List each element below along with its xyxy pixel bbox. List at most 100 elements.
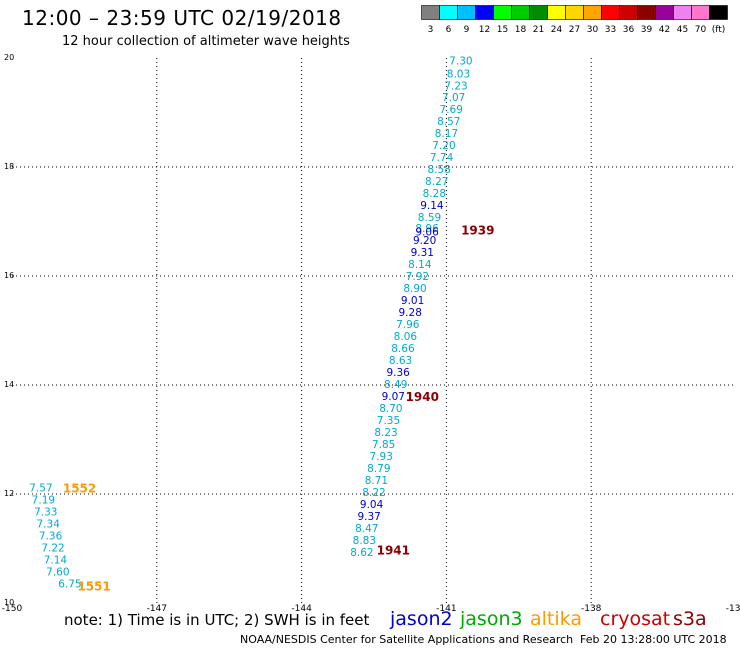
wave-height-point: 7.96: [396, 319, 420, 331]
wave-height-point: 8.17: [435, 128, 458, 140]
color-swatch: [565, 5, 584, 20]
wave-height-point: 7.92: [406, 271, 429, 283]
wave-height-point: 7.23: [444, 80, 467, 92]
wave-height-point: 8.22: [362, 487, 385, 499]
wave-height-point: 9.37: [357, 511, 380, 523]
wave-height-point: 7.36: [39, 530, 63, 542]
color-swatch: [637, 5, 656, 20]
wave-height-point: 8.66: [391, 343, 415, 355]
wave-height-point: 7.57: [29, 482, 52, 494]
wave-height-point: 8.96: [415, 223, 439, 235]
color-swatch: [673, 5, 692, 20]
color-swatch: [709, 5, 728, 20]
color-scale-label: 6: [446, 25, 452, 35]
wave-height-point: 8.03: [447, 68, 470, 80]
color-scale-label: 3: [428, 25, 434, 35]
color-swatch: [439, 5, 458, 20]
wave-height-point: 7.74: [430, 152, 454, 164]
pass-time-label: 1941: [377, 544, 410, 558]
color-scale-label: 18: [515, 25, 527, 35]
x-tick-label: -141: [436, 604, 456, 614]
y-tick-label: 14: [4, 380, 14, 389]
color-swatch: [511, 5, 530, 20]
wave-height-point: 9.01: [401, 295, 424, 307]
wave-height-point: 7.69: [440, 104, 463, 116]
x-tick-label: -150: [2, 604, 23, 614]
wave-height-point: 7.60: [46, 566, 69, 578]
color-swatch: [493, 5, 512, 20]
wave-height-point: 8.14: [408, 259, 432, 271]
color-swatch: [421, 5, 440, 20]
y-tick-label: 18: [4, 162, 14, 171]
wave-height-point: 8.63: [389, 355, 412, 367]
color-scale-label: 12: [479, 25, 490, 35]
color-scale-label: 21: [533, 25, 544, 35]
wave-height-point: 8.70: [379, 403, 402, 415]
wave-height-point: 9.20: [413, 235, 436, 247]
wave-height-point: 7.22: [41, 542, 64, 554]
color-scale-label: 36: [623, 25, 635, 35]
legend-altika: altika: [530, 608, 582, 630]
wave-height-point: 8.57: [437, 116, 460, 128]
color-scale-label: 9: [464, 25, 470, 35]
y-tick-label: 16: [4, 271, 14, 280]
color-swatch: [529, 5, 548, 20]
x-tick-label: -138: [581, 604, 602, 614]
color-swatch: [619, 5, 638, 20]
color-swatch: [601, 5, 620, 20]
wave-height-point: 7.34: [37, 518, 61, 530]
color-swatch: [691, 5, 710, 20]
color-swatch: [547, 5, 566, 20]
wave-height-point: 9.04: [360, 499, 384, 511]
wave-height-point: 8.59: [418, 212, 441, 224]
color-swatch: [475, 5, 494, 20]
y-tick-label: 12: [4, 489, 14, 498]
generated-timestamp: Feb 20 13:28:00 UTC 2018: [580, 633, 727, 646]
wave-height-point: 8.23: [374, 427, 397, 439]
wave-height-point: 6.75: [58, 578, 81, 590]
wave-height-point: 8.83: [353, 535, 376, 547]
pass-time-label: 1939: [461, 224, 494, 238]
wave-height-point: 9.07: [382, 391, 405, 403]
wave-height-point: 8.58: [427, 164, 450, 176]
color-swatch: [583, 5, 602, 20]
legend-s3a: s3a: [673, 608, 707, 630]
chart-subtitle: 12 hour collection of altimeter wave hei…: [62, 34, 350, 49]
wave-height-point: 8.27: [425, 176, 448, 188]
wave-height-point: 9.31: [411, 247, 434, 259]
pass-time-label: 1940: [406, 390, 439, 404]
legend-cryosat: cryosat: [600, 608, 671, 630]
color-scale-label: 24: [551, 25, 563, 35]
wave-height-point: 8.90: [403, 283, 426, 295]
color-swatch: [457, 5, 476, 20]
wave-height-point: 7.20: [432, 140, 455, 152]
wave-height-point: 9.28: [399, 307, 422, 319]
color-scale-label: 33: [605, 25, 616, 35]
wave-height-point: 8.47: [355, 523, 378, 535]
color-scale-label: 15: [497, 25, 508, 35]
wave-height-point: 9.14: [420, 200, 444, 212]
color-scale-label: (ft): [712, 25, 726, 35]
x-tick-label: -144: [291, 604, 312, 614]
wave-height-point: 9.36: [386, 367, 410, 379]
legend-jason3: jason3: [460, 608, 523, 630]
wave-height-point: 8.79: [367, 463, 390, 475]
x-tick-label: -147: [147, 604, 167, 614]
wave-height-point: 7.19: [32, 494, 55, 506]
wave-height-point: 9.06: [415, 226, 439, 238]
wave-height-point: 7.30: [449, 56, 472, 68]
color-scale-label: 45: [677, 25, 688, 35]
color-scale-label: 42: [659, 25, 670, 35]
y-tick-label: 10: [4, 598, 14, 607]
wave-height-point: 7.85: [372, 439, 395, 451]
wave-height-point: 8.28: [423, 188, 446, 200]
wave-height-point: 7.93: [370, 451, 393, 463]
color-scale-label: 39: [641, 25, 653, 35]
wave-height-point: 8.71: [365, 475, 388, 487]
pass-time-label: 1551: [77, 580, 110, 594]
wave-height-point: 8.62: [350, 547, 373, 559]
wave-height-point: 8.49: [384, 379, 407, 391]
color-scale-label: 27: [569, 25, 580, 35]
color-scale-legend: 3 6 9 12 15 18 21 24 27 30 33 36 39 42 45 70 (ft): [421, 5, 728, 35]
